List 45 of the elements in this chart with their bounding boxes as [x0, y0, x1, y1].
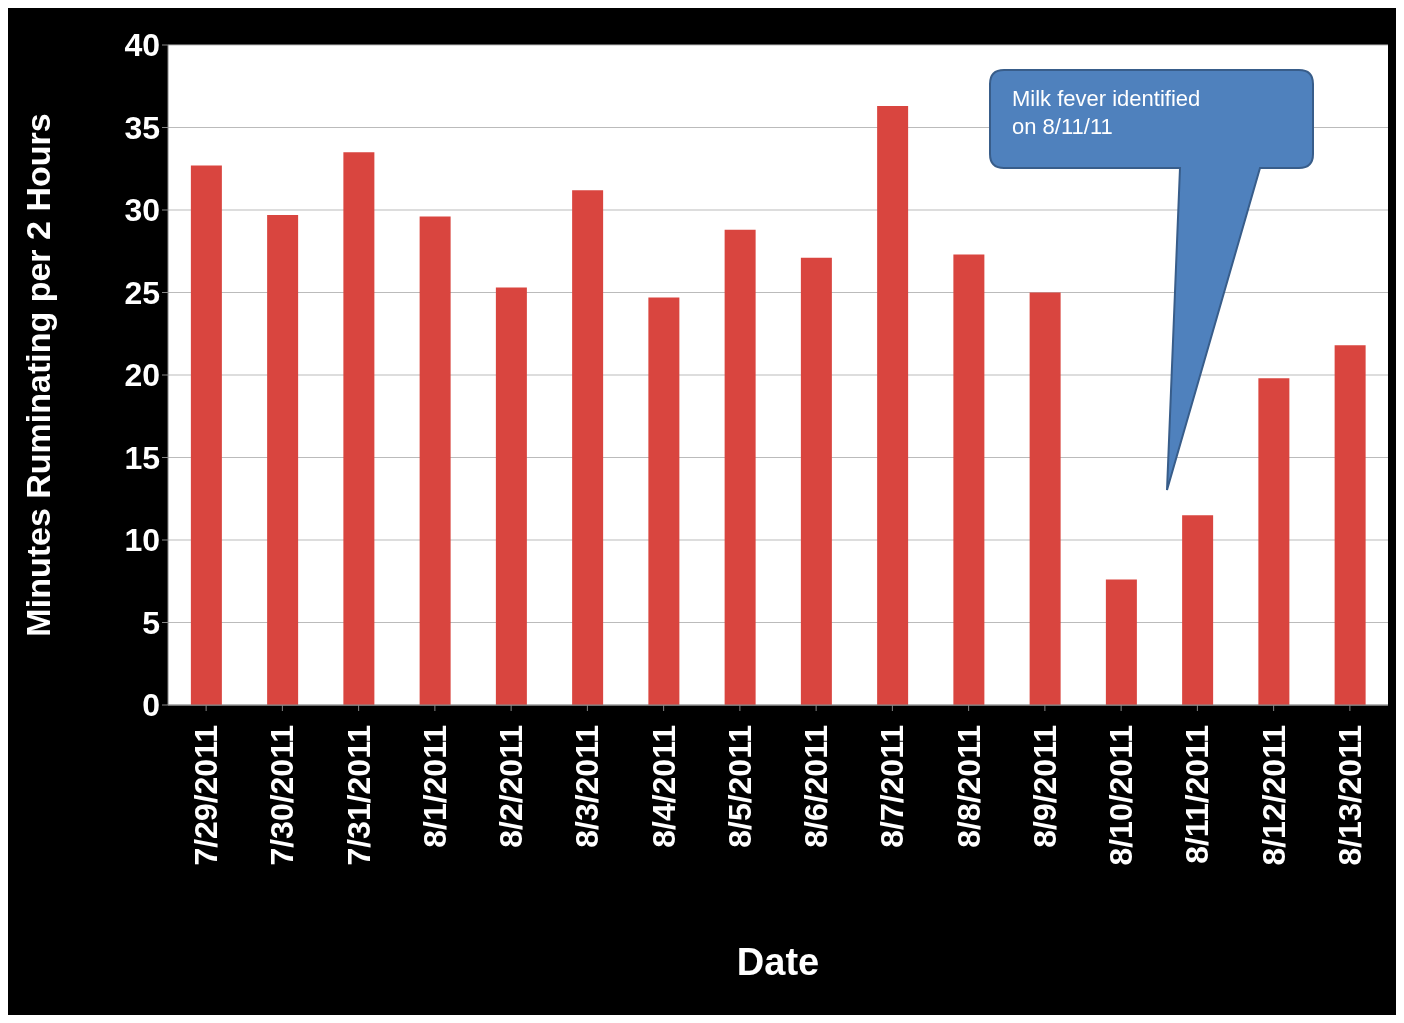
x-tick-label: 8/1/2011: [416, 725, 453, 848]
y-tick-label: 0: [142, 687, 160, 724]
x-tick-label: 8/9/2011: [1026, 725, 1063, 848]
annotation: Milk fever identified on 8/11/11: [1012, 86, 1201, 139]
bar: [267, 214, 299, 705]
callout-box: Milk fever identified on 8/11/11: [989, 69, 1314, 491]
bar: [724, 229, 756, 705]
bar: [1029, 292, 1061, 705]
bar: [1105, 579, 1137, 705]
x-tick-label: 8/12/2011: [1255, 725, 1292, 866]
y-tick-label: 5: [142, 604, 160, 641]
y-tick-label: 25: [124, 274, 160, 311]
y-tick-label: 35: [124, 109, 160, 146]
bar: [572, 190, 604, 705]
y-tick-label: 30: [124, 192, 160, 229]
x-tick-label: 8/10/2011: [1103, 725, 1140, 866]
y-axis-title: Minutes Ruminating per 2 Hours: [19, 113, 58, 637]
bar: [1182, 515, 1214, 705]
y-tick-label: 15: [124, 439, 160, 476]
x-tick-label: 7/30/2011: [264, 725, 301, 866]
x-tick-label: 8/11/2011: [1179, 725, 1216, 864]
bar: [877, 106, 909, 705]
bar: [495, 287, 527, 705]
x-tick-label: 8/3/2011: [569, 725, 606, 848]
bar: [648, 297, 680, 705]
bar: [343, 152, 375, 705]
x-axis-title: Date: [736, 941, 820, 983]
x-tick-label: 8/8/2011: [950, 725, 987, 848]
bar: [190, 165, 222, 705]
x-tick-label: 8/7/2011: [874, 725, 911, 848]
bar: [953, 254, 985, 705]
x-tick-label: 8/5/2011: [721, 725, 758, 848]
y-tick-label: 10: [124, 522, 160, 559]
bar: [1258, 378, 1290, 705]
x-tick-label: 8/4/2011: [645, 725, 682, 848]
bar: [800, 257, 832, 705]
bar: [1334, 345, 1366, 705]
x-tick-label: 8/2/2011: [493, 725, 530, 848]
x-tick-label: 7/29/2011: [188, 725, 225, 866]
y-tick-label: 20: [124, 357, 160, 394]
x-tick-label: 8/13/2011: [1331, 725, 1368, 866]
y-tick-label: 40: [124, 27, 160, 64]
x-tick-label: 8/6/2011: [798, 725, 835, 848]
bar: [419, 216, 451, 705]
x-tick-label: 7/31/2011: [340, 725, 377, 866]
